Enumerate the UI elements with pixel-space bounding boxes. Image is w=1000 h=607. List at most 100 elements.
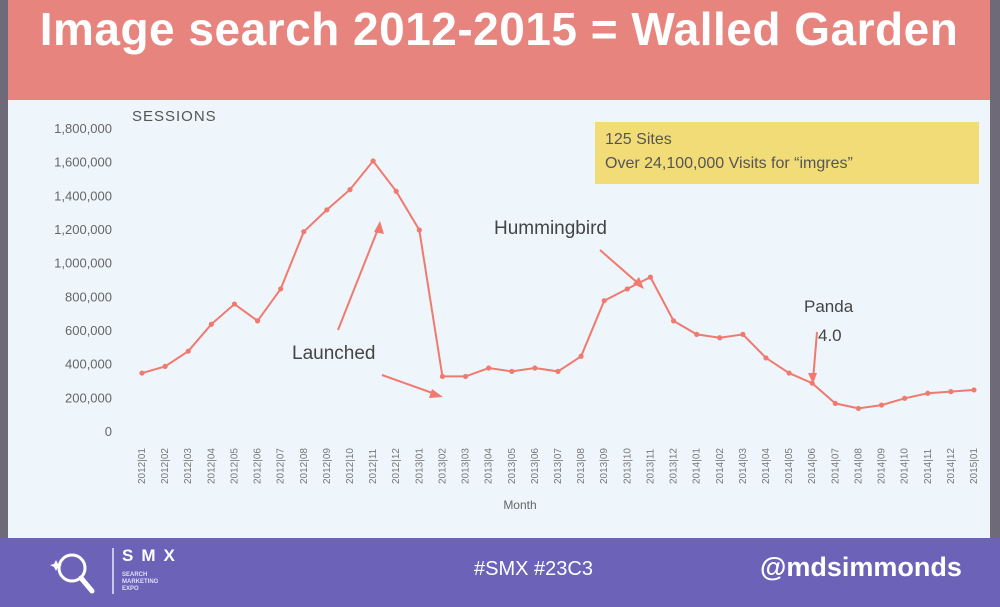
footer-bar: SMX SEARCH MARKETING EXPO #SMX #23C3 @md… xyxy=(0,538,1000,607)
x-tick-label: 2014|01 xyxy=(692,448,703,484)
x-tick-label: 2012|11 xyxy=(368,448,379,484)
y-tick-label: 1,800,000 xyxy=(54,121,112,136)
annotation-panda: Panda 4.0 xyxy=(804,297,854,384)
x-tick-label: 2014|11 xyxy=(923,448,934,484)
footer-divider xyxy=(112,548,114,594)
y-tick-label: 400,000 xyxy=(65,357,112,372)
data-point xyxy=(208,321,214,327)
annotation-panda-version: 4.0 xyxy=(818,326,842,345)
footer-hashtags: #SMX #23C3 xyxy=(474,558,593,580)
data-point xyxy=(763,355,769,361)
hummingbird-arrow xyxy=(599,249,641,286)
sessions-line-chart: 0 200,000 400,000 600,000 800,000 1,000,000 1,… xyxy=(54,108,980,512)
x-tick-label: 2012|06 xyxy=(253,448,264,484)
data-point xyxy=(601,298,607,304)
x-tick-label: 2013|03 xyxy=(461,448,472,484)
x-tick-label: 2014|04 xyxy=(761,448,772,484)
x-tick-label: 2014|03 xyxy=(738,448,749,484)
x-tick-label: 2012|05 xyxy=(229,448,240,484)
x-tick-label: 2014|08 xyxy=(853,448,864,484)
data-point xyxy=(301,229,307,235)
data-point xyxy=(717,335,723,341)
x-tick-label: 2012|03 xyxy=(183,448,194,484)
data-point xyxy=(347,187,353,193)
title-bar: Image search 2012-2015 = Walled Garden xyxy=(8,0,990,100)
data-point xyxy=(578,353,584,359)
data-point xyxy=(971,387,977,393)
footer-brand-sub: SEARCH MARKETING EXPO xyxy=(122,572,192,593)
hummingbird-arrow-head xyxy=(633,277,644,289)
data-point xyxy=(509,368,515,374)
smx-magnifier-logo-icon xyxy=(50,553,95,594)
panda-arrow-head xyxy=(808,373,817,384)
data-point xyxy=(231,301,238,307)
x-axis: 2012|01 2012|02 2012|03 2012|04 2012|05 2012|… xyxy=(137,448,980,484)
data-point xyxy=(439,373,446,380)
data-point xyxy=(254,318,261,324)
data-point xyxy=(393,188,399,194)
y-axis: 0 200,000 400,000 600,000 800,000 1,000,000 1,… xyxy=(54,121,112,439)
y-tick-label: 0 xyxy=(105,424,112,439)
data-point xyxy=(948,389,954,395)
x-axis-label: Month xyxy=(503,498,536,512)
x-tick-label: 2013|07 xyxy=(553,448,564,484)
data-point xyxy=(855,405,862,412)
data-point xyxy=(786,370,792,376)
data-point xyxy=(878,402,885,408)
x-tick-label: 2013|12 xyxy=(669,448,680,484)
footer-brand-sub-3: EXPO xyxy=(122,586,139,592)
data-point xyxy=(185,348,191,354)
launched-arrow-up xyxy=(337,223,381,331)
x-tick-label: 2014|12 xyxy=(946,448,957,484)
x-tick-label: 2012|12 xyxy=(391,448,402,484)
data-point xyxy=(670,318,677,324)
annotation-hummingbird: Hummingbird xyxy=(494,218,644,289)
x-tick-label: 2012|04 xyxy=(206,448,217,484)
x-tick-label: 2012|01 xyxy=(137,448,148,484)
y-axis-label: SESSIONS xyxy=(132,108,217,125)
y-tick-label: 1,000,000 xyxy=(54,256,112,271)
annotation-panda-label: Panda xyxy=(804,297,854,316)
sessions-series xyxy=(139,158,977,412)
x-tick-label: 2013|01 xyxy=(414,448,425,484)
x-tick-label: 2012|08 xyxy=(299,448,310,484)
annotation-hummingbird-label: Hummingbird xyxy=(494,218,607,239)
annotation-launched-label: Launched xyxy=(292,343,375,364)
data-point xyxy=(462,373,469,380)
info-box: 125 Sites Over 24,100,000 Visits for “im… xyxy=(595,122,979,184)
data-point xyxy=(740,331,746,337)
x-tick-label: 2014|07 xyxy=(830,448,841,484)
data-point xyxy=(902,395,908,401)
data-point xyxy=(416,227,422,233)
y-tick-label: 1,200,000 xyxy=(54,222,112,237)
x-tick-label: 2012|09 xyxy=(322,448,333,484)
x-tick-label: 2013|08 xyxy=(576,448,587,484)
data-point xyxy=(925,390,931,396)
slide-title: Image search 2012-2015 = Walled Garden xyxy=(39,3,959,55)
x-tick-label: 2012|02 xyxy=(160,448,171,484)
x-tick-label: 2013|10 xyxy=(622,448,633,484)
x-tick-label: 2014|09 xyxy=(877,448,888,484)
info-box-line2: Over 24,100,000 Visits for “imgres” xyxy=(605,155,853,172)
data-point xyxy=(370,158,376,164)
info-box-line1: 125 Sites xyxy=(605,131,672,148)
data-point xyxy=(647,274,654,280)
data-point xyxy=(832,400,838,406)
footer-brand: SMX xyxy=(122,546,183,565)
y-tick-label: 200,000 xyxy=(65,390,112,405)
x-tick-label: 2013|05 xyxy=(507,448,518,484)
x-tick-label: 2014|02 xyxy=(715,448,726,484)
x-tick-label: 2014|06 xyxy=(807,448,818,484)
data-point xyxy=(532,365,538,371)
data-point xyxy=(162,363,168,369)
x-tick-label: 2013|04 xyxy=(484,448,495,484)
x-tick-label: 2013|06 xyxy=(530,448,541,484)
annotation-launched: Launched xyxy=(292,221,443,398)
data-point xyxy=(555,368,561,374)
launched-arrow-right-head xyxy=(429,389,443,398)
data-point xyxy=(486,365,492,371)
x-tick-label: 2013|02 xyxy=(437,448,448,484)
x-tick-label: 2013|11 xyxy=(645,448,656,484)
data-point xyxy=(694,331,700,337)
